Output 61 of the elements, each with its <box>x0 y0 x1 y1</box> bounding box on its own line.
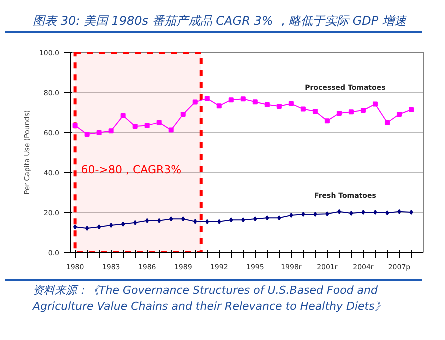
point <box>326 212 330 217</box>
point <box>170 216 174 222</box>
point <box>121 222 126 227</box>
point <box>384 120 390 126</box>
point <box>276 104 282 109</box>
band-label: 60->80 , CAGR3% <box>81 164 182 176</box>
point <box>398 209 402 214</box>
point <box>240 96 246 102</box>
point <box>204 96 210 102</box>
point <box>182 216 186 222</box>
point <box>338 209 342 214</box>
point <box>230 218 234 223</box>
point <box>302 212 306 217</box>
point <box>97 224 102 230</box>
point <box>242 218 246 223</box>
point <box>72 123 78 128</box>
point <box>168 128 174 133</box>
point <box>408 107 414 112</box>
point <box>386 210 390 216</box>
point <box>85 226 90 231</box>
point <box>96 130 102 136</box>
point <box>144 123 150 128</box>
point <box>254 216 258 222</box>
point <box>228 98 234 103</box>
point <box>132 124 138 129</box>
point <box>410 210 414 215</box>
point <box>264 102 270 108</box>
point <box>290 213 294 218</box>
point <box>374 210 378 215</box>
point <box>192 100 198 105</box>
point <box>324 118 330 124</box>
point <box>73 224 78 230</box>
point <box>350 211 354 216</box>
chart-title: 图表 30: 美国 1980s 番茄产成品 CAGR 3% ，略低于实际 GDP 增速 <box>33 13 406 30</box>
point <box>362 210 366 215</box>
point <box>348 110 354 115</box>
text: 资料来源：《The Governance Structures of U.S.Based Food and Agriculture Value Chains and their Relevance to Healthy Diets》 <box>33 283 387 314</box>
point <box>109 223 114 228</box>
point <box>360 108 366 113</box>
point <box>180 112 186 117</box>
point <box>108 128 114 134</box>
point <box>218 219 222 224</box>
point <box>206 219 210 224</box>
point <box>372 102 378 107</box>
point <box>396 112 402 117</box>
point <box>266 216 270 221</box>
point <box>84 132 90 137</box>
point <box>252 100 258 105</box>
point <box>120 113 126 118</box>
point <box>156 120 162 126</box>
point <box>216 104 222 109</box>
point <box>134 220 138 226</box>
point <box>158 218 162 224</box>
point <box>312 109 318 114</box>
point <box>194 219 198 224</box>
point <box>314 212 318 217</box>
point <box>300 106 306 112</box>
point <box>288 101 294 106</box>
point <box>278 216 282 221</box>
point <box>146 218 150 224</box>
point <box>336 111 342 116</box>
